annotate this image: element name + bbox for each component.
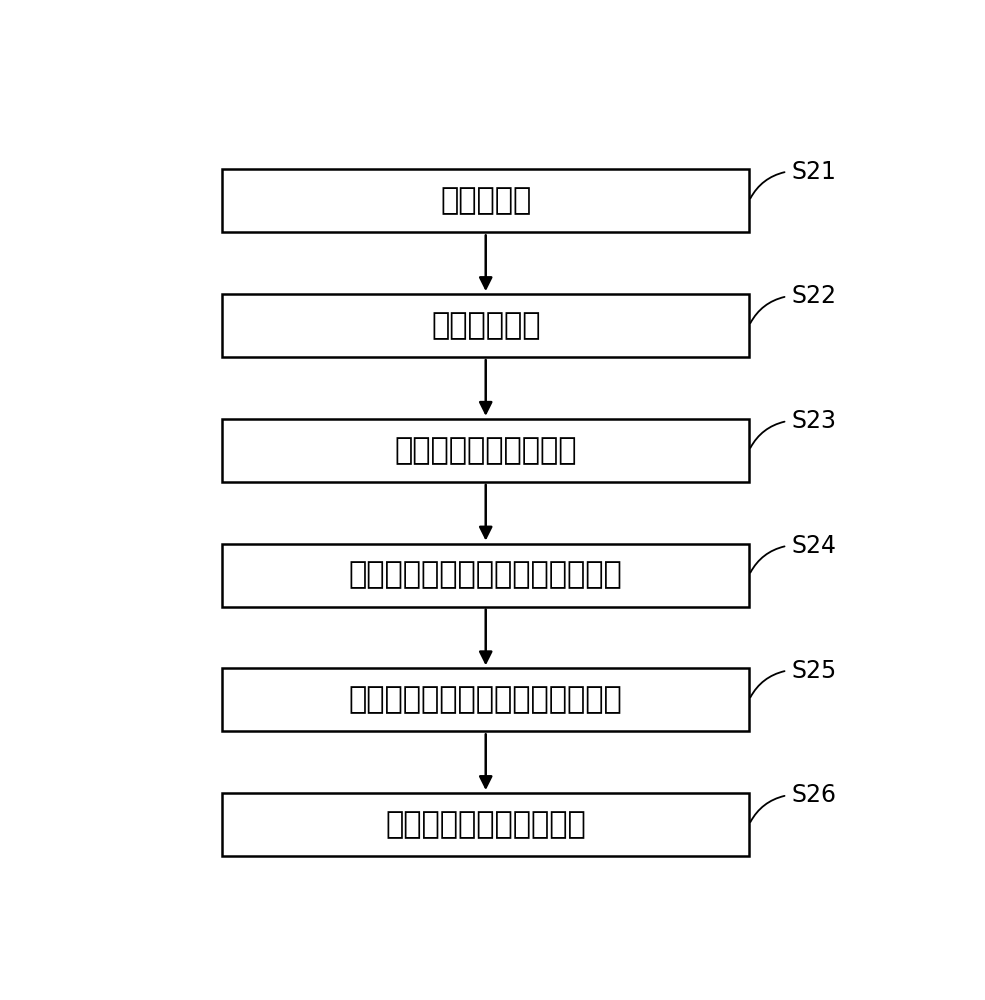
Text: S26: S26 [791, 783, 836, 807]
Bar [223, 169, 750, 232]
Bar [223, 793, 750, 856]
Text: S25: S25 [791, 659, 836, 683]
Bar [223, 294, 750, 357]
Text: 形成犊牏层: 形成犊牏层 [440, 186, 531, 215]
Text: 经由开口进行气相蚀刻以形成空腾: 经由开口进行气相蚀刻以形成空腾 [349, 685, 623, 714]
Bar [223, 419, 750, 482]
Text: S24: S24 [791, 534, 836, 558]
Text: S22: S22 [791, 284, 836, 308]
Text: S21: S21 [791, 160, 836, 184]
Bar [223, 544, 750, 607]
Text: 在掩模层上形成压电叠层: 在掩模层上形成压电叠层 [385, 810, 586, 839]
Text: 在犊牏层上形成掩模层: 在犊牏层上形成掩模层 [394, 436, 577, 465]
Text: S23: S23 [791, 409, 836, 433]
Text: 在掩模层上形成到达犊牏层的开口: 在掩模层上形成到达犊牏层的开口 [349, 561, 623, 590]
Text: 图案化犊牏层: 图案化犊牏层 [431, 311, 541, 340]
Bar [223, 668, 750, 731]
